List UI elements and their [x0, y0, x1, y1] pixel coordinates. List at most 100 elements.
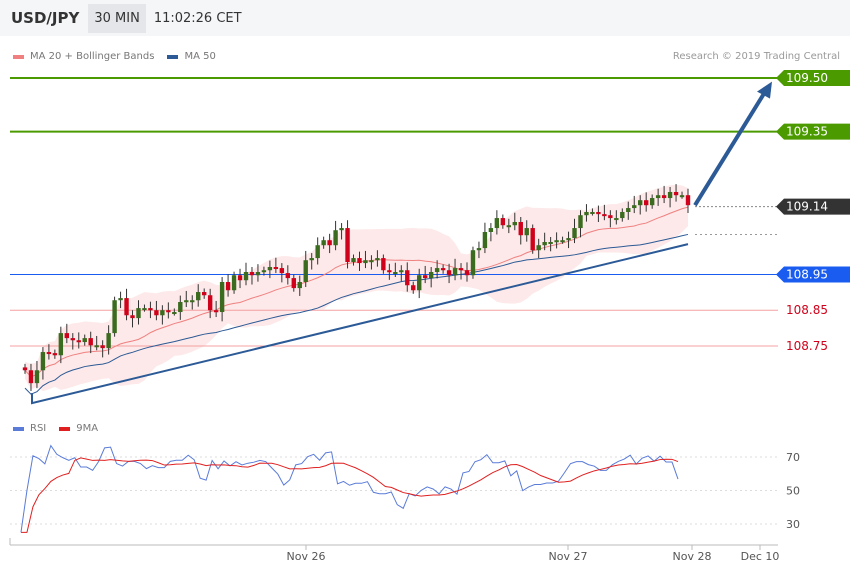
candle: [476, 241, 482, 259]
ma50-swatch: [167, 54, 179, 59]
candle-body: [219, 282, 225, 313]
candle: [285, 265, 291, 285]
candle-body: [130, 315, 135, 319]
bollinger-band: [25, 184, 688, 392]
timeframe-button[interactable]: 30 MIN: [88, 3, 146, 33]
candle-body: [387, 270, 392, 273]
rsi-legend: RSI 9MA: [13, 423, 98, 434]
trendline: [31, 243, 689, 405]
candle: [434, 260, 440, 279]
candle: [225, 274, 231, 297]
candle: [542, 232, 547, 251]
candle-body: [58, 333, 64, 356]
candle-body: [345, 228, 350, 263]
candle-body: [381, 258, 386, 271]
candle: [375, 250, 380, 267]
candle-body: [578, 215, 583, 229]
candle-body: [237, 275, 243, 281]
candle-body: [22, 367, 28, 371]
candle-body: [363, 260, 368, 264]
candle-body: [148, 308, 153, 311]
candle-body: [64, 333, 70, 339]
candle: [40, 347, 46, 380]
x-tick-label: Nov 28: [673, 550, 712, 563]
candle: [488, 223, 494, 242]
candle: [88, 331, 93, 354]
candle: [124, 288, 129, 321]
candle: [428, 267, 434, 288]
candle-body: [542, 242, 547, 246]
candle-body: [261, 270, 267, 273]
candle-body: [154, 310, 159, 316]
candle-body: [94, 345, 99, 348]
credit: Research © 2019 Trading Central: [672, 51, 840, 62]
candle-body: [333, 230, 338, 246]
candle: [500, 214, 506, 229]
candle: [626, 201, 631, 220]
candle: [297, 275, 302, 296]
candle: [578, 210, 583, 238]
candle-body: [572, 228, 577, 239]
candle: [339, 223, 344, 240]
rsi-tick-50: 50: [786, 485, 800, 498]
candle: [100, 340, 105, 358]
candle: [112, 296, 117, 337]
candle-body: [303, 260, 308, 283]
rsi-tick-30: 30: [786, 518, 800, 531]
candle-body: [518, 221, 523, 236]
candle: [446, 263, 452, 284]
candle: [28, 363, 34, 391]
candle: [34, 360, 40, 389]
candle-body: [536, 245, 541, 251]
candle-body: [458, 268, 464, 271]
candle-body: [28, 370, 34, 384]
level-label-109.14: 109.14: [786, 200, 828, 214]
candle-body: [201, 292, 207, 296]
candle-body: [225, 282, 231, 291]
candle: [46, 344, 52, 360]
candle-body: [160, 310, 165, 316]
candle: [255, 264, 261, 282]
candle: [673, 184, 679, 202]
candle: [638, 195, 643, 215]
target-arrow-head: [757, 81, 772, 99]
candle: [530, 224, 535, 254]
candle-body: [339, 228, 344, 231]
candle-body: [632, 205, 637, 209]
candle: [142, 304, 147, 312]
candle-body: [34, 370, 40, 384]
candle-body: [584, 211, 589, 216]
candle-body: [405, 270, 410, 286]
candle: [213, 300, 219, 318]
candle-body: [626, 208, 631, 212]
candle: [458, 263, 464, 280]
candle: [554, 232, 559, 249]
candle-body: [620, 211, 625, 219]
level-tag-109.50: [776, 70, 850, 86]
candle: [387, 263, 392, 280]
candle: [279, 263, 285, 283]
candle-body: [614, 218, 619, 221]
candle: [333, 220, 338, 251]
ma50-line: [24, 233, 689, 395]
candle-body: [488, 228, 494, 232]
candle: [321, 236, 326, 249]
clock: 11:02:26 CET: [153, 10, 242, 26]
candle: [267, 260, 273, 279]
candle: [679, 191, 685, 199]
candle: [184, 290, 189, 308]
candle: [363, 250, 368, 269]
candle: [608, 210, 613, 228]
level-tag-108.95: [776, 266, 850, 283]
candle-body: [679, 195, 685, 198]
candle-body: [207, 295, 213, 311]
candle-body: [643, 200, 649, 206]
candle: [357, 251, 362, 271]
candle-body: [136, 308, 141, 319]
candle-body: [82, 338, 87, 343]
level-tag-109.35: [776, 123, 850, 140]
candle: [82, 334, 87, 346]
candle-body: [291, 278, 296, 289]
candle-body: [166, 310, 171, 313]
